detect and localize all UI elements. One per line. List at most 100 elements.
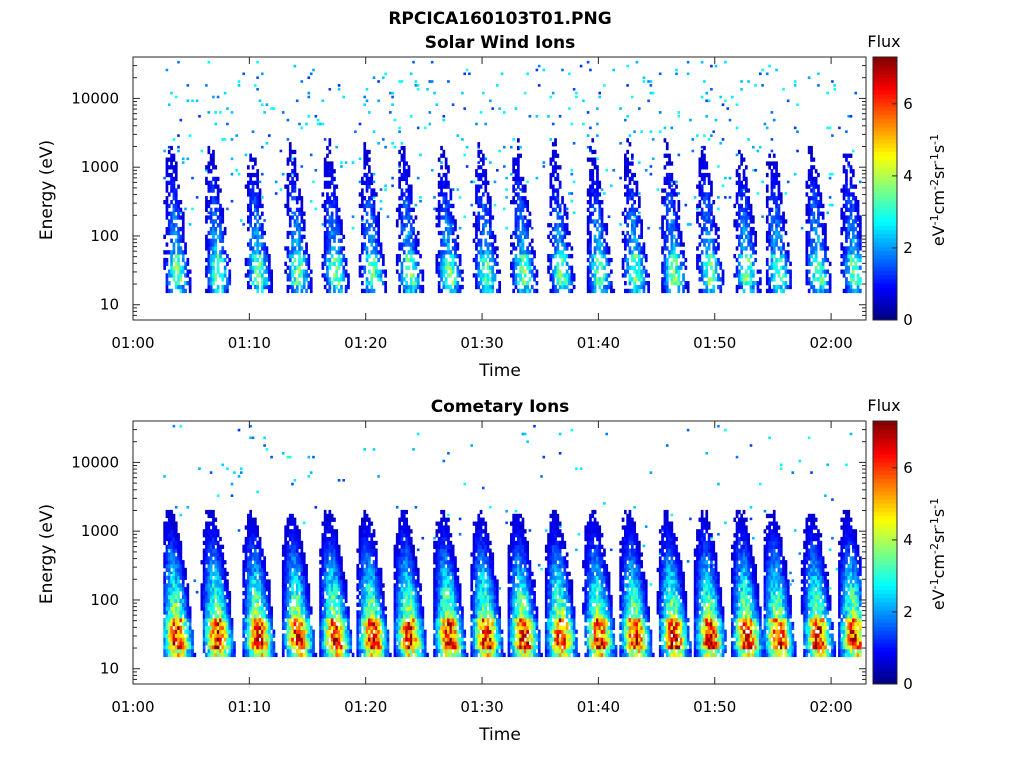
spectrogram-cell (247, 188, 250, 193)
spectrogram-cell (340, 165, 343, 168)
spectrogram-cell (554, 142, 557, 147)
spectrogram-cell (782, 211, 785, 216)
spectrogram-cell (840, 246, 844, 251)
spectrogram-cell (365, 277, 369, 282)
spectrogram-cell (370, 215, 374, 220)
spectrogram-cell (254, 157, 257, 162)
spectrogram-cell (493, 238, 497, 243)
spectrogram-cell (586, 246, 590, 251)
spectrogram-cell (677, 288, 681, 294)
spectrogram-cell (207, 169, 211, 174)
spectrogram-cell (707, 238, 711, 243)
spectrogram-cell (256, 180, 259, 185)
spectrogram-cell (451, 257, 455, 263)
spectrogram-cell (703, 238, 706, 243)
spectrogram-cell (549, 184, 553, 189)
spectrogram-cell (656, 188, 660, 191)
spectrogram-cell (398, 207, 401, 212)
spectrogram-cell (205, 637, 208, 642)
spectrogram-cell (721, 277, 725, 282)
spectrogram-cell (486, 250, 490, 255)
spectrogram-cell (249, 610, 252, 615)
spectrogram-cell (286, 192, 290, 197)
spectrogram-cell (382, 261, 385, 266)
spectrogram-cell (209, 169, 213, 174)
spectrogram-cell (254, 230, 257, 236)
spectrogram-cell (824, 234, 827, 239)
spectrogram-cell (647, 281, 650, 286)
spectrogram-cell (247, 284, 250, 290)
spectrogram-cell (626, 172, 629, 178)
spectrogram-cell (821, 242, 825, 247)
spectrogram-cell (447, 234, 450, 239)
spectrogram-cell (167, 203, 171, 209)
spectrogram-cell (186, 610, 190, 615)
spectrogram-cell (298, 211, 301, 216)
spectrogram-cell (205, 207, 208, 212)
spectrogram-cell (342, 246, 346, 251)
spectrogram-cell (523, 284, 527, 290)
spectrogram-cell (216, 587, 220, 592)
spectrogram-cell (496, 169, 499, 172)
spectrogram-cell (223, 606, 227, 611)
spectrogram-cell (184, 242, 187, 247)
spectrogram-cell (251, 192, 255, 197)
spectrogram-cell (747, 273, 750, 278)
spectrogram-cell (777, 211, 781, 216)
spectrogram-cell (433, 207, 436, 211)
spectrogram-cell (705, 115, 708, 118)
spectrogram-cell (226, 621, 229, 627)
spectrogram-cell (517, 261, 520, 266)
spectrogram-cell (249, 188, 252, 193)
spectrogram-cell (828, 281, 832, 286)
spectrogram-cell (223, 625, 227, 630)
colorbar-step (873, 89, 897, 95)
spectrogram-cell (519, 203, 522, 209)
spectrogram-cell (598, 246, 602, 251)
spectrogram-cell (209, 606, 213, 611)
spectrogram-cell (738, 172, 741, 178)
spectrogram-cell (412, 288, 415, 294)
spectrogram-cell (591, 257, 595, 263)
spectrogram-cell (740, 250, 743, 255)
spectrogram-cell (370, 188, 374, 193)
spectrogram-cell (756, 149, 760, 153)
spectrogram-cell (675, 257, 678, 263)
spectrogram-cell (328, 288, 332, 294)
spectrogram-cell (817, 215, 820, 220)
spectrogram-cell (772, 180, 776, 185)
spectrogram-cell (700, 188, 704, 193)
spectrogram-cell (177, 606, 180, 611)
spectrogram-cell (223, 610, 227, 615)
spectrogram-cell (593, 281, 597, 286)
spectrogram-cell (854, 246, 858, 251)
spectrogram-cell (249, 637, 252, 642)
spectrogram-cell (288, 180, 292, 185)
spectrogram-cell (407, 196, 411, 201)
spectrogram-cell (368, 203, 371, 209)
spectrogram-cell (254, 192, 257, 197)
spectrogram-cell (768, 265, 771, 270)
spectrogram-cell (665, 246, 669, 251)
spectrogram-cell (216, 192, 220, 197)
spectrogram-cell (558, 238, 562, 243)
spectrogram-cell (451, 215, 455, 220)
spectrogram-cell (624, 176, 627, 182)
spectrogram-cell (300, 211, 304, 216)
spectrogram-cell (444, 192, 448, 197)
spectrogram-cell (167, 610, 171, 615)
spectrogram-cell (752, 169, 755, 172)
spectrogram-cell (828, 126, 832, 130)
spectrogram-cell (772, 284, 776, 290)
spectrogram-cell (270, 281, 273, 286)
spectrogram-cell (174, 567, 178, 573)
spectrogram-cell (749, 238, 753, 243)
spectrogram-cell (249, 583, 252, 588)
spectrogram-cell (563, 254, 567, 259)
spectrogram-cell (226, 579, 229, 584)
spectrogram-cell (365, 211, 369, 216)
spectrogram-cell (845, 153, 848, 158)
spectrogram-cell (409, 207, 413, 212)
spectrogram-cell (768, 234, 771, 239)
spectrogram-cell (207, 149, 211, 155)
